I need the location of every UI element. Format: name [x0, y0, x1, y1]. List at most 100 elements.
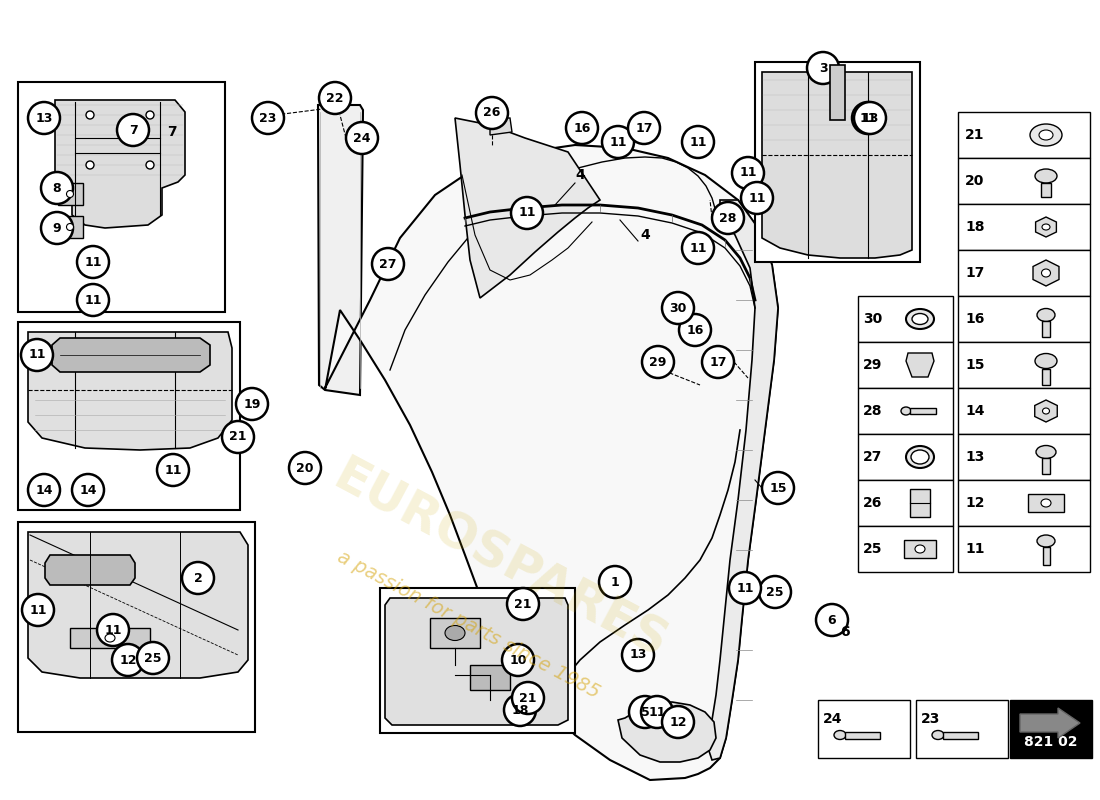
Bar [858, 526, 953, 572]
Circle shape [642, 346, 674, 378]
Circle shape [182, 562, 214, 594]
Circle shape [138, 642, 169, 674]
Text: 14: 14 [79, 483, 97, 497]
Circle shape [566, 112, 598, 144]
Ellipse shape [1035, 354, 1057, 369]
Text: 23: 23 [260, 111, 277, 125]
Text: 10: 10 [509, 654, 527, 666]
Text: 6: 6 [840, 625, 849, 639]
Text: 11: 11 [85, 255, 101, 269]
Bar [1041, 183, 1050, 197]
Ellipse shape [1040, 130, 1053, 140]
Text: 11: 11 [518, 206, 536, 219]
Circle shape [77, 246, 109, 278]
Text: 11: 11 [859, 111, 877, 125]
Text: 12: 12 [669, 715, 686, 729]
Bar [755, 62, 920, 262]
Text: 28: 28 [719, 211, 737, 225]
Circle shape [702, 346, 734, 378]
Polygon shape [906, 353, 934, 377]
Text: 24: 24 [353, 131, 371, 145]
Ellipse shape [906, 446, 934, 468]
Bar [858, 388, 953, 434]
Ellipse shape [915, 545, 925, 553]
Text: 30: 30 [864, 312, 882, 326]
Ellipse shape [906, 309, 934, 329]
Text: 11: 11 [609, 135, 627, 149]
Ellipse shape [1037, 535, 1055, 547]
Circle shape [600, 566, 631, 598]
Ellipse shape [1043, 408, 1049, 414]
Circle shape [372, 248, 404, 280]
Bar [1042, 369, 1050, 385]
Circle shape [21, 339, 53, 371]
Text: 11: 11 [748, 191, 766, 205]
Ellipse shape [1037, 309, 1055, 322]
Text: 26: 26 [483, 106, 500, 119]
Text: 2: 2 [194, 571, 202, 585]
Polygon shape [490, 118, 512, 135]
Text: 21: 21 [229, 430, 246, 443]
Circle shape [504, 694, 536, 726]
Text: 21: 21 [519, 691, 537, 705]
Bar [18, 522, 255, 732]
Text: 13: 13 [35, 111, 53, 125]
Bar [430, 618, 480, 648]
Circle shape [252, 102, 284, 134]
Text: 11: 11 [965, 542, 985, 556]
Ellipse shape [912, 314, 928, 325]
Text: 15: 15 [965, 358, 985, 372]
Circle shape [222, 421, 254, 453]
Circle shape [712, 202, 744, 234]
Polygon shape [1035, 217, 1056, 237]
Ellipse shape [104, 634, 116, 642]
Polygon shape [385, 598, 568, 725]
Text: 16: 16 [686, 323, 704, 337]
Text: 28: 28 [864, 404, 882, 418]
Bar [910, 408, 936, 414]
Circle shape [854, 102, 886, 134]
Text: 27: 27 [864, 450, 882, 464]
Text: 4: 4 [575, 168, 585, 182]
Text: 15: 15 [769, 482, 786, 494]
Ellipse shape [932, 730, 944, 739]
Circle shape [72, 474, 104, 506]
Text: 11: 11 [30, 603, 46, 617]
Ellipse shape [834, 730, 846, 739]
Text: 26: 26 [864, 496, 882, 510]
Text: EUROSPARES: EUROSPARES [324, 452, 675, 668]
Circle shape [759, 576, 791, 608]
Text: 12: 12 [965, 496, 985, 510]
Circle shape [97, 614, 129, 646]
Bar [958, 342, 1090, 388]
Circle shape [628, 112, 660, 144]
Bar [1043, 547, 1050, 565]
Circle shape [662, 706, 694, 738]
Circle shape [512, 197, 543, 229]
Polygon shape [1033, 260, 1059, 286]
Ellipse shape [66, 223, 74, 230]
Polygon shape [708, 200, 778, 760]
Bar [1042, 321, 1050, 337]
Circle shape [117, 114, 148, 146]
Text: 13: 13 [629, 649, 647, 662]
Bar [845, 732, 880, 739]
Bar [18, 322, 240, 510]
Circle shape [28, 474, 60, 506]
Text: 20: 20 [965, 174, 985, 188]
Circle shape [507, 588, 539, 620]
Circle shape [112, 644, 144, 676]
Circle shape [502, 644, 534, 676]
Circle shape [346, 122, 378, 154]
Ellipse shape [86, 111, 94, 119]
Text: 11: 11 [690, 242, 706, 254]
Text: 24: 24 [823, 712, 843, 726]
Polygon shape [762, 72, 912, 258]
Bar [818, 700, 910, 758]
Text: 18: 18 [965, 220, 985, 234]
Circle shape [512, 682, 544, 714]
Circle shape [77, 284, 109, 316]
Bar [470, 665, 510, 690]
Text: 16: 16 [965, 312, 985, 326]
Text: 11: 11 [104, 623, 122, 637]
